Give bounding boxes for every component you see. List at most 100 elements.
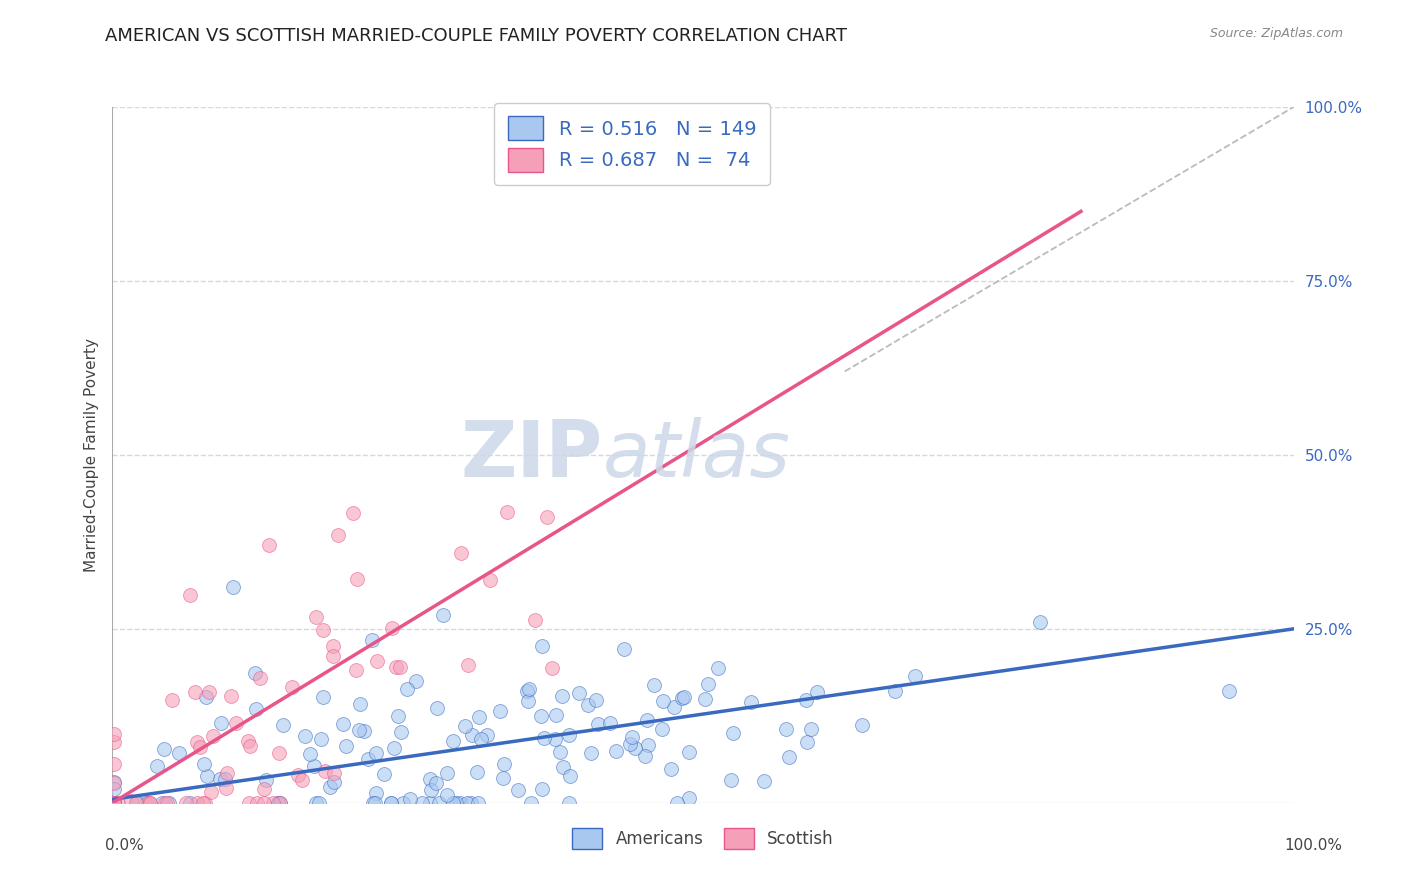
Point bbox=[432, 607, 454, 622]
Point bbox=[103, 796, 125, 810]
Point bbox=[103, 796, 125, 810]
Point bbox=[557, 728, 579, 742]
Point bbox=[568, 686, 591, 700]
Point bbox=[312, 690, 335, 705]
Point bbox=[419, 772, 441, 787]
Point bbox=[169, 746, 191, 760]
Point bbox=[291, 772, 314, 787]
Point bbox=[150, 796, 173, 810]
Point bbox=[619, 737, 641, 751]
Point bbox=[254, 772, 277, 787]
Point bbox=[214, 772, 236, 787]
Point bbox=[520, 796, 543, 810]
Point bbox=[678, 791, 700, 805]
Point bbox=[395, 681, 418, 696]
Point bbox=[135, 796, 157, 810]
Point bbox=[103, 781, 125, 796]
Point bbox=[302, 758, 325, 772]
Point bbox=[1218, 684, 1240, 698]
Point bbox=[366, 654, 388, 668]
Point bbox=[662, 700, 685, 714]
Point bbox=[103, 796, 125, 810]
Point bbox=[239, 739, 262, 754]
Text: 0.0%: 0.0% bbox=[105, 838, 145, 854]
Point bbox=[103, 796, 125, 810]
Point bbox=[188, 739, 211, 754]
Point bbox=[441, 796, 464, 810]
Point bbox=[454, 719, 477, 733]
Point bbox=[475, 728, 498, 742]
Point bbox=[103, 796, 125, 810]
Text: atlas: atlas bbox=[603, 417, 790, 493]
Point bbox=[346, 572, 368, 586]
Point bbox=[103, 757, 125, 772]
Text: ZIP: ZIP bbox=[460, 417, 603, 493]
Point bbox=[103, 796, 125, 810]
Point bbox=[262, 796, 284, 810]
Point bbox=[426, 701, 449, 715]
Point bbox=[349, 697, 371, 711]
Point bbox=[576, 698, 599, 712]
Point bbox=[678, 746, 700, 760]
Point bbox=[103, 774, 125, 789]
Point bbox=[778, 749, 800, 764]
Point bbox=[103, 776, 125, 790]
Point bbox=[586, 717, 609, 731]
Point bbox=[516, 683, 538, 698]
Point bbox=[517, 681, 540, 696]
Point bbox=[666, 796, 689, 810]
Point bbox=[385, 660, 408, 674]
Point bbox=[637, 738, 659, 752]
Point bbox=[174, 796, 197, 810]
Point bbox=[103, 796, 125, 810]
Point bbox=[103, 796, 125, 810]
Point bbox=[420, 783, 443, 797]
Point bbox=[195, 769, 218, 783]
Point bbox=[636, 713, 658, 727]
Point bbox=[851, 718, 873, 732]
Point bbox=[103, 796, 125, 810]
Point bbox=[179, 796, 201, 810]
Point bbox=[200, 785, 222, 799]
Point bbox=[125, 796, 148, 810]
Point bbox=[517, 694, 540, 708]
Point bbox=[201, 729, 224, 743]
Point bbox=[530, 709, 553, 723]
Point bbox=[652, 694, 675, 708]
Point bbox=[179, 588, 201, 602]
Point bbox=[156, 796, 179, 810]
Point bbox=[127, 796, 149, 810]
Point bbox=[107, 796, 129, 810]
Point bbox=[492, 757, 515, 772]
Point bbox=[153, 796, 176, 810]
Point bbox=[356, 752, 378, 766]
Point bbox=[103, 796, 125, 810]
Point bbox=[443, 734, 465, 748]
Point bbox=[411, 796, 433, 810]
Point bbox=[465, 764, 488, 779]
Point bbox=[269, 796, 291, 810]
Point bbox=[146, 759, 169, 773]
Point bbox=[389, 660, 412, 674]
Point bbox=[103, 796, 125, 810]
Point bbox=[271, 718, 294, 732]
Point bbox=[634, 749, 657, 764]
Point bbox=[238, 796, 260, 810]
Point bbox=[585, 693, 607, 707]
Point bbox=[222, 580, 245, 594]
Point bbox=[697, 676, 720, 690]
Point bbox=[457, 658, 479, 673]
Point bbox=[468, 710, 491, 724]
Point bbox=[103, 735, 125, 749]
Point bbox=[186, 796, 208, 810]
Point bbox=[322, 775, 344, 789]
Point bbox=[740, 694, 762, 708]
Point bbox=[508, 782, 530, 797]
Point bbox=[103, 727, 125, 741]
Point bbox=[531, 781, 554, 796]
Point bbox=[623, 741, 645, 756]
Point bbox=[672, 690, 695, 704]
Point bbox=[800, 722, 823, 736]
Text: AMERICAN VS SCOTTISH MARRIED-COUPLE FAMILY POVERTY CORRELATION CHART: AMERICAN VS SCOTTISH MARRIED-COUPLE FAMI… bbox=[105, 27, 848, 45]
Point bbox=[103, 796, 125, 810]
